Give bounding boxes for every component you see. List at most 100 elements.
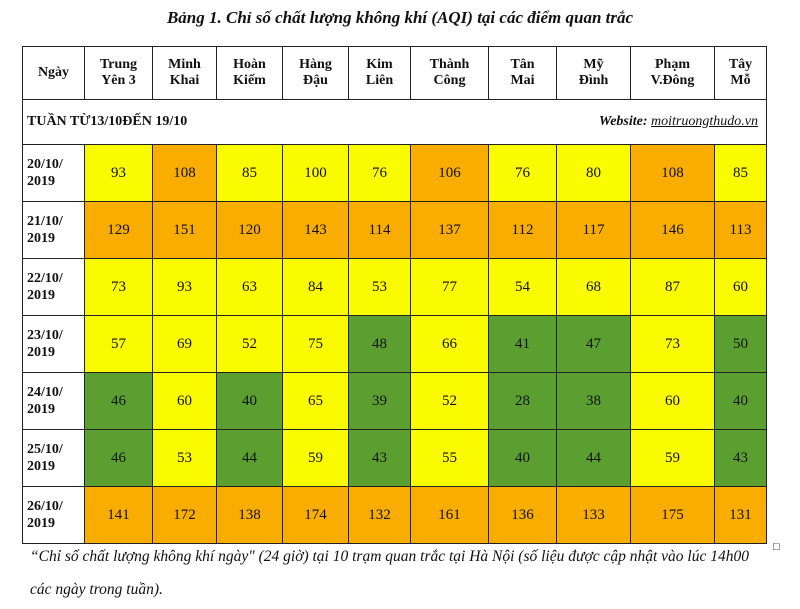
aqi-value-cell: 63 [216,258,283,316]
aqi-value-cell: 43 [714,429,767,487]
aqi-value-cell: 129 [84,201,153,259]
aqi-value-cell: 108 [630,144,715,202]
table-row: 23/10/2019 57 69 52 75 48 66 41 47 73 50 [22,315,767,373]
aqi-value-cell: 50 [714,315,767,373]
aqi-value-cell: 87 [630,258,715,316]
aqi-value-cell: 100 [282,144,349,202]
aqi-value-cell: 59 [282,429,349,487]
row-date-line: 2019 [27,459,55,474]
aqi-value-cell: 175 [630,486,715,544]
header-station-line: Đình [578,73,609,88]
aqi-value-cell: 133 [556,486,631,544]
header-station-line: Thành [429,57,470,72]
table-caption: “Chỉ số chất lượng không khí ngày" (24 g… [30,548,749,598]
header-station-line: Liên [365,73,394,88]
row-date-line: 20/10/ [27,157,63,172]
row-date: 22/10/2019 [22,258,85,316]
table-row: 22/10/2019 73 93 63 84 53 77 54 68 87 60 [22,258,767,316]
aqi-value-cell: 60 [714,258,767,316]
aqi-value-cell: 44 [556,429,631,487]
aqi-value-cell: 93 [152,258,217,316]
aqi-value-cell: 138 [216,486,283,544]
row-date-line: 23/10/ [27,328,63,343]
header-station: Hàng Đậu [282,46,349,100]
aqi-value-cell: 73 [84,258,153,316]
header-station-line: Công [433,73,466,88]
aqi-value-cell: 143 [282,201,349,259]
aqi-value-cell: 39 [348,372,411,430]
aqi-value-cell: 146 [630,201,715,259]
header-station: Kim Liên [348,46,411,100]
header-station-line: Phạm [655,57,690,72]
aqi-value-cell: 85 [216,144,283,202]
header-station-line: Mỗ [730,73,751,88]
website-link[interactable]: moitruongthudo.vn [651,114,758,129]
header-station-line: Kiếm [233,73,266,88]
row-date-line: 24/10/ [27,385,63,400]
row-date: 23/10/2019 [22,315,85,373]
header-station-line: Hàng [299,57,332,72]
header-station-line: Đậu [303,73,328,88]
header-date: Ngày [22,46,85,100]
header-station-line: Khai [169,73,200,88]
aqi-value-cell: 66 [410,315,489,373]
table-row: 25/10/2019 46 53 44 59 43 55 40 44 59 43 [22,429,767,487]
header-station: Thành Công [410,46,489,100]
header-station-line: Mai [510,73,535,88]
caption-mark: □ [773,541,780,553]
website-prefix: Website: [598,114,648,129]
aqi-value-cell: 60 [152,372,217,430]
row-date-line: 2019 [27,231,55,246]
aqi-value-cell: 120 [216,201,283,259]
header-station-line: Yên 3 [101,73,136,88]
row-date: 21/10/2019 [22,201,85,259]
header-station-line: Kim [366,57,393,72]
table-row: 21/10/2019 129 151 120 143 114 137 112 117 146 113 [22,201,767,259]
header-station-line: Minh [168,57,201,72]
aqi-value-cell: 174 [282,486,349,544]
aqi-value-cell: 106 [410,144,489,202]
aqi-value-cell: 28 [488,372,557,430]
aqi-value-cell: 46 [84,429,153,487]
aqi-value-cell: 53 [348,258,411,316]
aqi-value-cell: 40 [714,372,767,430]
week-info-row: TUẦN TỪ13/10ĐẾN 19/10 Website: moitruong… [22,99,767,145]
table-title: Bảng 1. Chỉ số chất lượng không khí (AQI… [166,8,634,27]
aqi-value-cell: 52 [410,372,489,430]
aqi-value-cell: 60 [630,372,715,430]
aqi-value-cell: 113 [714,201,767,259]
aqi-value-cell: 43 [348,429,411,487]
row-date-line: 22/10/ [27,271,63,286]
row-date-line: 26/10/ [27,499,63,514]
aqi-value-cell: 76 [348,144,411,202]
row-date-line: 25/10/ [27,442,63,457]
row-date: 25/10/2019 [22,429,85,487]
aqi-value-cell: 77 [410,258,489,316]
aqi-value-cell: 55 [410,429,489,487]
aqi-value-cell: 114 [348,201,411,259]
row-date-line: 2019 [27,288,55,303]
aqi-value-cell: 53 [152,429,217,487]
aqi-value-cell: 44 [216,429,283,487]
aqi-value-cell: 73 [630,315,715,373]
aqi-value-cell: 75 [282,315,349,373]
aqi-value-cell: 172 [152,486,217,544]
aqi-value-cell: 151 [152,201,217,259]
aqi-value-cell: 54 [488,258,557,316]
website-note: Website: moitruongthudo.vn [282,99,767,145]
header-station: Tây Mỗ [714,46,767,100]
header-station: Phạm V.Đông [630,46,715,100]
row-date-line: 2019 [27,345,55,360]
aqi-value-cell: 41 [488,315,557,373]
table-header-row: Ngày Trung Yên 3 Minh Khai Hoàn Kiếm Hàng Đậu Ki… [22,46,767,100]
header-station: Minh Khai [152,46,217,100]
aqi-value-cell: 59 [630,429,715,487]
header-station-line: Trung [99,57,138,72]
aqi-value-cell: 57 [84,315,153,373]
header-station: Mỹ Đình [556,46,631,100]
aqi-value-cell: 38 [556,372,631,430]
aqi-value-cell: 69 [152,315,217,373]
header-station-line: Mỹ [583,57,604,72]
week-label: TUẦN TỪ13/10ĐẾN 19/10 [22,99,283,145]
aqi-value-cell: 40 [488,429,557,487]
